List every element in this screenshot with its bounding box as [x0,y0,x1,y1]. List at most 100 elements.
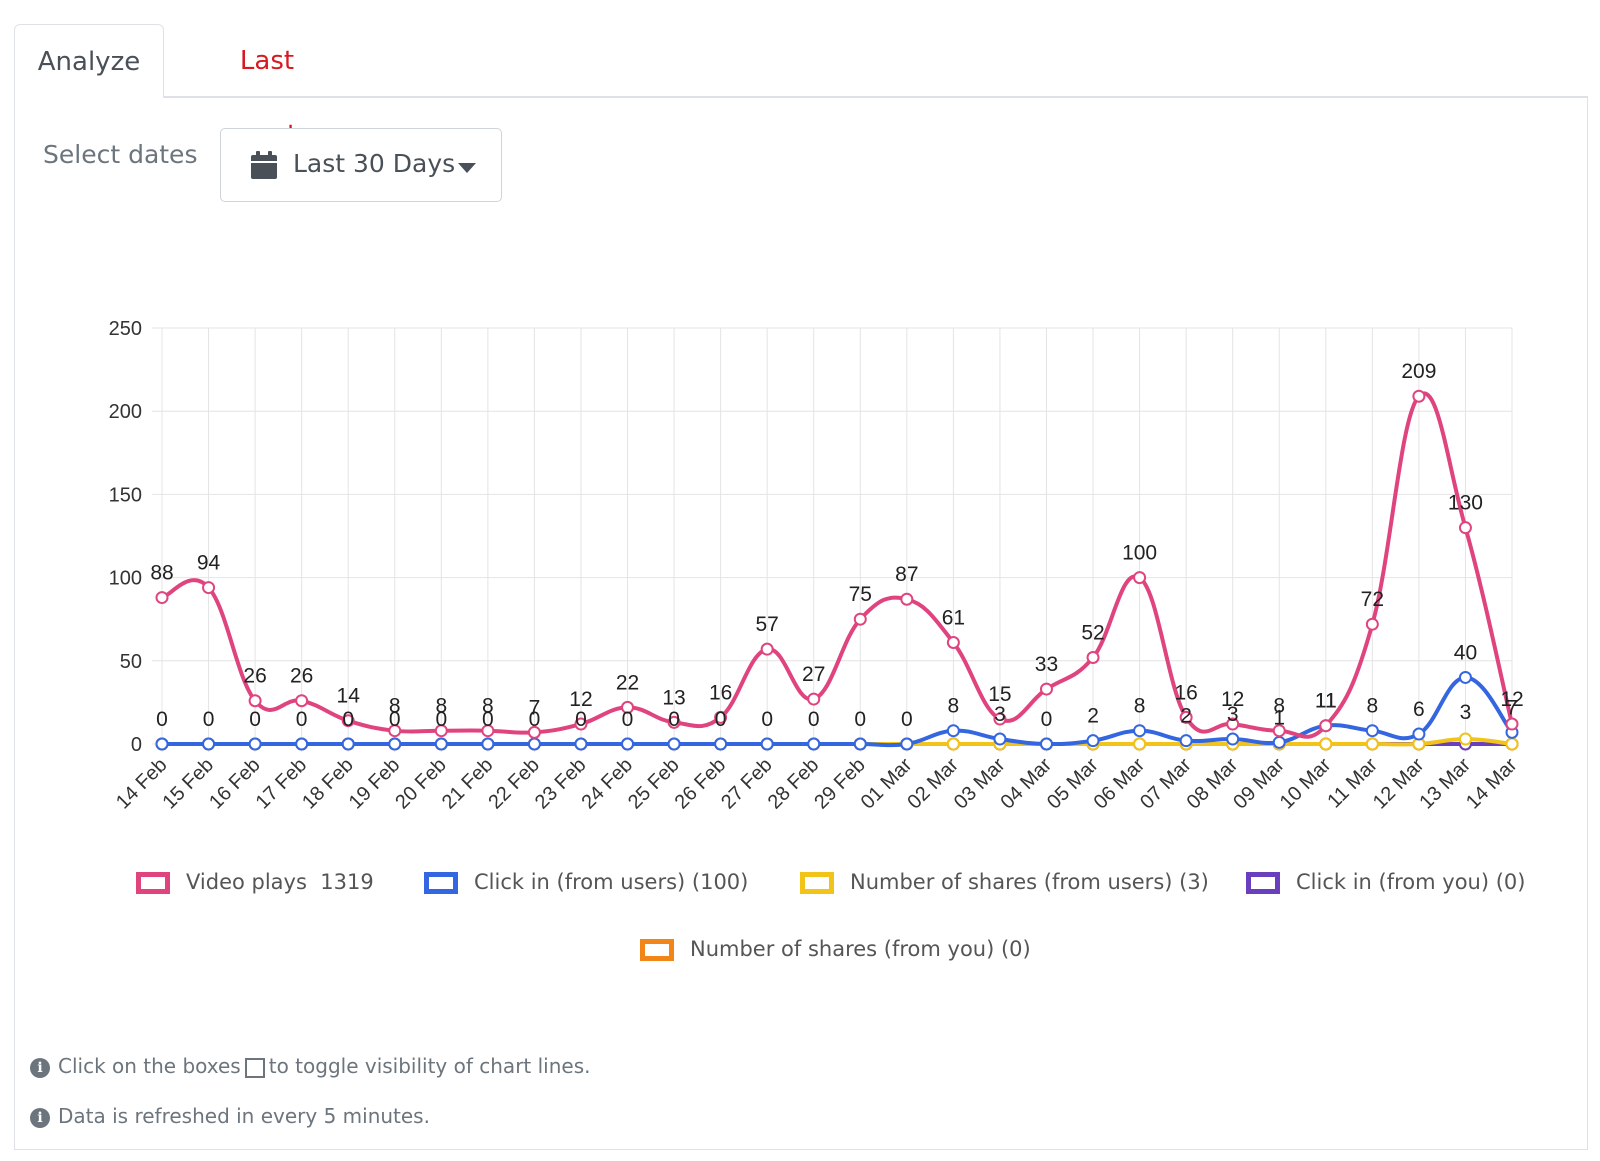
data-point-video-plays [993,712,1007,726]
data-point-video-plays [1319,719,1333,733]
x-tick-label: 01 Mar [857,754,917,814]
data-point-video-plays [1272,724,1286,738]
data-point-video-plays [155,591,169,605]
data-point-click-in-from-users [248,737,262,751]
tab-analyze[interactable]: Analyze [14,24,164,98]
info-refresh-text: Data is refreshed in every 5 minutes. [58,1104,430,1128]
x-tick-label: 20 Feb [391,754,451,814]
data-point-video-plays [714,710,728,724]
data-point-video-plays [1365,617,1379,631]
data-label-video-plays: 57 [755,613,778,636]
data-point-click-in-from-users [388,737,402,751]
x-tick-label: 12 Mar [1369,754,1429,814]
data-label-video-plays: 75 [849,583,872,606]
data-point-video-plays [248,694,262,708]
data-point-video-plays [760,642,774,656]
x-tick-label: 14 Feb [112,754,172,814]
date-range-value: Last 30 Days [293,149,456,178]
data-point-click-in-from-users [1086,734,1100,748]
data-point-number-of-shares-from-users [1365,737,1379,751]
data-point-video-plays [807,692,821,706]
data-point-video-plays [434,724,448,738]
data-point-video-plays [1226,717,1240,731]
x-tick-label: 21 Feb [438,754,498,814]
x-tick-label: 05 Mar [1043,754,1103,814]
data-point-video-plays [341,714,355,728]
data-label-video-plays: 12 [1500,688,1523,711]
info-icon: i [30,1057,50,1078]
data-label-click-in-from-users: 8 [1134,695,1146,718]
data-label-video-plays: 27 [802,663,825,686]
data-label-click-in-from-users: 0 [529,708,541,731]
x-tick-label: 18 Feb [298,754,358,814]
y-tick-label: 200 [109,401,142,423]
data-point-video-plays [1505,717,1519,731]
legend-box-click-in-you[interactable] [1246,872,1280,894]
data-point-video-plays [1179,710,1193,724]
data-label-click-in-from-users: 0 [342,708,354,731]
x-tick-label: 17 Feb [252,754,312,814]
data-label-click-in-from-users: 0 [854,708,866,731]
data-point-click-in-from-users [434,737,448,751]
data-point-video-plays [1412,389,1426,403]
y-tick-label: 0 [131,734,142,756]
data-label-click-in-from-users: 0 [622,708,634,731]
data-label-click-in-from-users: 2 [1087,705,1099,728]
data-label-click-in-from-users: 3 [1227,703,1239,726]
data-label-video-plays: 8 [482,695,494,718]
data-label-click-in-from-users: 0 [435,708,447,731]
data-point-click-in-from-users [1412,727,1426,741]
data-label-video-plays: 26 [290,665,313,688]
x-tick-label: 09 Mar [1229,754,1289,814]
data-point-video-plays [667,715,681,729]
data-label-video-plays: 12 [569,688,592,711]
x-tick-label: 27 Feb [717,754,777,814]
x-tick-label: 14 Mar [1462,754,1522,814]
data-point-click-in-from-users [1133,724,1147,738]
legend-box-click-in-users[interactable] [424,872,458,894]
data-label-click-in-from-users: 0 [715,708,727,731]
legend-label-click-in-users: Click in (from users) (100) [474,870,749,894]
info-icon: i [30,1107,50,1128]
data-label-click-in-from-users: 6 [1413,698,1425,721]
legend-box-shares-users[interactable] [800,872,834,894]
legend-label-click-in-you: Click in (from you) (0) [1296,870,1526,894]
x-tick-label: 07 Mar [1136,754,1196,814]
x-tick-label: 04 Mar [996,754,1056,814]
data-label-video-plays: 14 [337,685,361,708]
data-point-click-in-from-users [574,737,588,751]
data-label-click-in-from-users: 3 [994,703,1006,726]
data-label-video-plays: 100 [1122,542,1157,565]
info-toggle-suffix: to toggle visibility of chart lines. [268,1054,591,1078]
data-point-video-plays [946,635,960,649]
data-point-number-of-shares-from-users [1505,737,1519,751]
tab-divider [164,96,1588,98]
data-point-click-in-from-users [714,737,728,751]
select-dates-label: Select dates [43,140,198,169]
video-plays-total: 1319 [320,870,374,894]
data-point-video-plays [900,592,914,606]
data-label-video-plays: 7 [529,696,541,719]
data-label-video-plays: 87 [895,563,918,586]
x-tick-label: 19 Feb [345,754,405,814]
data-point-click-in-from-users [853,737,867,751]
data-point-video-plays [574,717,588,731]
data-point-number-of-shares-from-users [1133,737,1147,751]
y-tick-label: 250 [109,318,142,340]
legend-box-video-plays[interactable] [136,872,170,894]
x-tick-label: 08 Mar [1183,754,1243,814]
data-point-video-plays [853,612,867,626]
x-tick-label: 10 Mar [1276,754,1336,814]
data-label-video-plays: 130 [1448,492,1483,515]
data-label-video-plays: 26 [243,665,266,688]
date-range-dropdown[interactable]: Last 30 Days [220,128,502,202]
legend-box-shares-you[interactable] [640,939,674,961]
data-label-video-plays: 8 [435,695,447,718]
data-point-number-of-shares-from-users [1319,737,1333,751]
x-tick-label: 15 Feb [159,754,219,814]
x-tick-label: 22 Feb [484,754,544,814]
data-label-click-in-from-users: 0 [668,708,680,731]
data-label-video-plays: 15 [988,683,1011,706]
data-point-video-plays [1039,682,1053,696]
data-point-video-plays [1133,571,1147,585]
